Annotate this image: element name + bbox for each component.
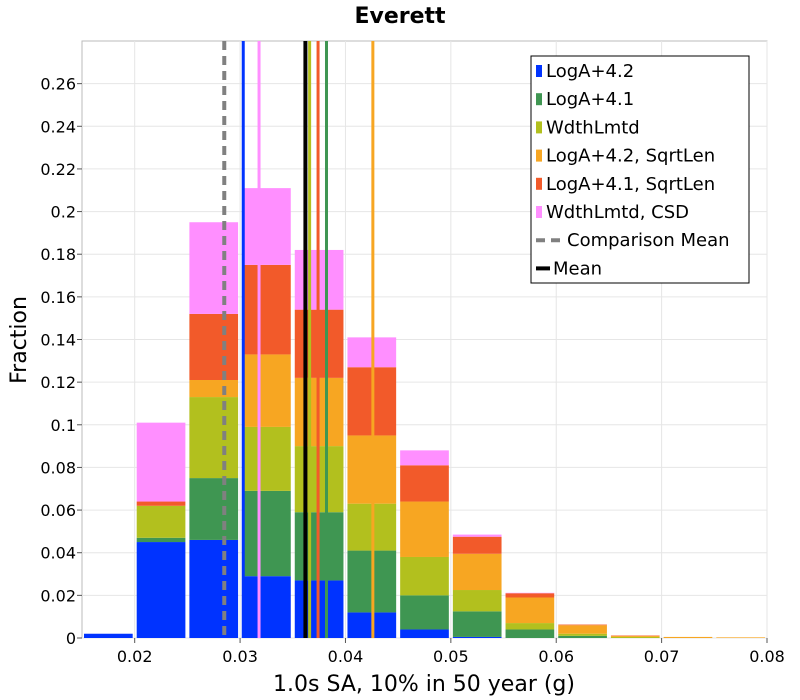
legend-label-2: WdthLmtd [546, 117, 640, 138]
bar-bin-3-series-3 [242, 354, 291, 427]
x-tick-label-1: 0.03 [222, 647, 258, 666]
x-tick-label-0: 0.02 [117, 647, 153, 666]
legend-label-0: LogA+4.2 [546, 61, 634, 82]
legend-label-mean: Mean [553, 258, 602, 279]
bar-bin-7-series-3 [452, 553, 502, 591]
bar-bin-1-series-4 [136, 501, 186, 506]
y-tick-label-1: 0.02 [40, 586, 76, 605]
bar-bin-2-series-4 [189, 313, 239, 381]
bar-bin-3-series-1 [242, 490, 291, 577]
bar-bin-6-series-3 [400, 501, 449, 557]
y-axis-label: Fraction [7, 296, 32, 384]
mean-lines [222, 41, 375, 638]
bar-bin-7-series-0 [452, 636, 502, 638]
bar-bin-6-series-1 [400, 595, 449, 630]
chart-title: Everett [354, 4, 446, 29]
x-axis-ticks: 0.02 0.03 0.04 0.05 0.06 0.07 0.08 [117, 638, 785, 666]
legend-label-1: LogA+4.1 [546, 89, 634, 110]
bar-bin-0-series-0 [84, 633, 133, 638]
legend-swatch-4 [536, 177, 542, 190]
bar-bin-6-series-0 [400, 629, 449, 638]
bar-bin-2-series-2 [189, 397, 239, 479]
y-tick-label-10: 0.2 [51, 203, 76, 222]
y-tick-label-8: 0.16 [40, 288, 76, 307]
bar-bin-2-series-3 [189, 380, 239, 398]
legend-swatch-0 [536, 65, 542, 77]
legend: LogA+4.2 LogA+4.1 WdthLmtd LogA+4.2, SqrtLe… [530, 55, 750, 284]
bar-bin-9-series-2 [558, 633, 607, 636]
bar-bin-9-series-4 [558, 624, 607, 626]
legend-swatch-2 [536, 121, 542, 134]
x-tick-label-2: 0.04 [328, 647, 364, 666]
bar-bin-3-series-0 [242, 576, 291, 638]
y-tick-label-7: 0.14 [40, 331, 76, 350]
legend-label-3: LogA+4.2, SqrtLen [546, 146, 715, 167]
bar-bin-3-series-4 [242, 264, 291, 355]
x-tick-label-5: 0.07 [644, 647, 680, 666]
bar-bin-1-series-1 [136, 537, 186, 543]
y-tick-label-3: 0.06 [40, 501, 76, 520]
y-tick-label-0: 0 [66, 629, 76, 648]
x-tick-label-3: 0.05 [433, 647, 469, 666]
bar-bin-2-series-0 [189, 539, 239, 638]
bar-bin-11-series-3 [663, 636, 713, 638]
y-tick-label-2: 0.04 [40, 544, 76, 563]
legend-swatch-5 [536, 206, 542, 218]
legend-label-4: LogA+4.1, SqrtLen [546, 174, 715, 195]
y-tick-label-9: 0.18 [40, 245, 76, 264]
bar-bin-8-series-3 [505, 597, 555, 624]
bar-bin-10-series-3 [610, 635, 660, 637]
bar-bin-7-series-5 [452, 534, 502, 537]
legend-swatch-1 [536, 93, 542, 106]
bar-bin-9-series-1 [558, 635, 607, 638]
bar-bin-3-series-5 [242, 188, 291, 265]
y-tick-label-4: 0.08 [40, 458, 76, 477]
bar-bin-8-series-1 [505, 629, 555, 638]
x-tick-label-4: 0.06 [538, 647, 574, 666]
legend-label-5: WdthLmtd, CSD [546, 202, 689, 223]
bar-bin-6-series-4 [400, 465, 449, 502]
y-tick-label-6: 0.12 [40, 373, 76, 392]
bar-bin-7-series-2 [452, 590, 502, 612]
bar-bin-7-series-4 [452, 536, 502, 554]
y-tick-label-5: 0.1 [51, 416, 76, 435]
bar-bin-1-series-2 [136, 505, 186, 538]
legend-box [530, 55, 750, 284]
bar-bin-3-series-2 [242, 426, 291, 491]
bar-bin-2-series-5 [189, 222, 239, 314]
y-axis-ticks: 0 0.02 0.04 0.06 0.08 0.1 0.12 0.14 0.16 0.18 0.2 0… [40, 75, 82, 648]
bar-bin-1-series-5 [136, 422, 186, 502]
legend-swatch-3 [536, 149, 542, 162]
y-tick-label-13: 0.26 [40, 75, 76, 94]
bar-bin-10-series-2 [610, 636, 660, 638]
bar-bin-1-series-0 [136, 542, 186, 638]
x-axis-label: 1.0s SA, 10% in 50 year (g) [273, 672, 575, 697]
bar-bin-8-series-4 [505, 593, 555, 598]
bar-bin-6-series-2 [400, 556, 449, 596]
bar-bin-12-series-3 [716, 637, 765, 638]
bar-bin-7-series-1 [452, 611, 502, 637]
bar-bin-2-series-1 [189, 478, 239, 540]
bar-bin-9-series-3 [558, 625, 607, 634]
legend-label-comparison-mean: Comparison Mean [567, 230, 730, 251]
y-tick-label-12: 0.24 [40, 117, 76, 136]
bar-bin-6-series-5 [400, 450, 449, 466]
y-tick-label-11: 0.22 [40, 160, 76, 179]
bar-bin-8-series-2 [505, 623, 555, 630]
x-tick-label-6: 0.08 [749, 647, 785, 666]
